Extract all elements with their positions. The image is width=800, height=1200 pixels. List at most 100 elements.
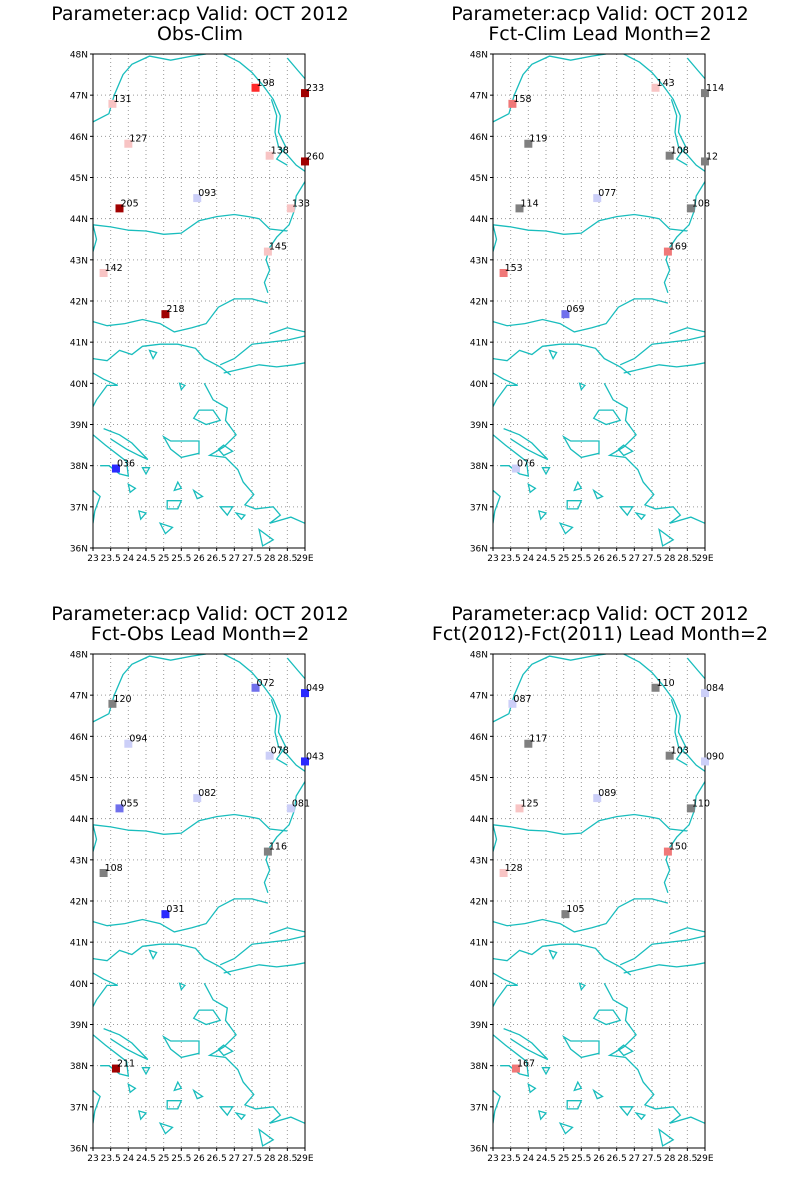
- station-marker: 108: [686, 198, 710, 213]
- lat-tick-label: 44N: [70, 215, 88, 225]
- island: [573, 480, 583, 492]
- coastline: [669, 927, 705, 935]
- island: [618, 506, 634, 517]
- coastlines: [493, 654, 705, 1147]
- station-value-label: 105: [566, 904, 584, 915]
- coastline: [93, 972, 118, 1009]
- lon-tick-label: 24.5: [536, 554, 556, 564]
- lat-tick-label: 48N: [70, 651, 88, 661]
- station-marker: 110: [651, 678, 675, 692]
- station-marker: 108: [665, 146, 689, 160]
- coastline: [623, 654, 688, 766]
- lon-tick-label: 24.5: [136, 1154, 156, 1164]
- island: [548, 349, 558, 361]
- island: [617, 1044, 634, 1057]
- coastline: [93, 224, 98, 252]
- coastline: [493, 943, 632, 976]
- island: [548, 949, 558, 961]
- coastline: [223, 654, 288, 766]
- station-square: [663, 247, 672, 256]
- island: [541, 467, 551, 476]
- lat-tick-label: 47N: [470, 692, 488, 702]
- station-value-label: 110: [692, 798, 710, 809]
- lat-tick-label: 43N: [470, 856, 488, 866]
- coastline: [663, 781, 705, 894]
- island: [141, 1067, 151, 1076]
- lat-tick-label: 43N: [70, 856, 88, 866]
- lat-tick-label: 42N: [470, 298, 488, 308]
- island: [148, 349, 158, 361]
- island: [541, 1067, 551, 1076]
- station-value-label: 211: [117, 1059, 135, 1070]
- station-square: [111, 1064, 120, 1073]
- coastline: [269, 327, 305, 335]
- station-marker: 128: [499, 863, 523, 878]
- panel-title-line2: Fct-Obs Lead Month=2: [90, 623, 310, 645]
- station-marker: 049: [301, 683, 324, 698]
- station-marker: 145: [263, 242, 287, 256]
- coastline: [493, 343, 632, 376]
- lat-tick-label: 39N: [470, 421, 488, 431]
- station-marker: 117: [524, 734, 547, 748]
- lon-tick-label: 24.5: [536, 1154, 556, 1164]
- station-value-label: 12: [706, 151, 718, 162]
- coastline: [603, 382, 705, 524]
- panel-title-line1: Parameter:acp Valid: OCT 2012: [451, 3, 749, 25]
- island: [234, 1111, 247, 1121]
- station-marker: 082: [193, 788, 216, 803]
- coastline: [493, 898, 669, 933]
- station-square: [701, 157, 709, 166]
- station-value-label: 131: [113, 94, 131, 105]
- station-square: [193, 794, 202, 803]
- island: [618, 1106, 634, 1117]
- station-value-label: 094: [129, 734, 147, 745]
- station-value-label: 077: [598, 188, 616, 199]
- lat-tick-label: 46N: [70, 133, 88, 143]
- island: [173, 480, 183, 492]
- lon-tick-label: 23: [487, 1154, 498, 1164]
- station-square: [593, 794, 602, 803]
- station-value-label: 089: [598, 788, 616, 799]
- station-marker: 167: [511, 1059, 535, 1073]
- station-map: 48N47N46N45N44N43N42N41N40N39N38N37N36N2…: [470, 651, 724, 1165]
- station-value-label: 108: [671, 146, 689, 157]
- island: [634, 511, 647, 521]
- station-marker: 169: [663, 242, 687, 256]
- station-marker: 090: [701, 751, 724, 766]
- lat-tick-label: 39N: [70, 1021, 88, 1031]
- island: [258, 527, 275, 547]
- lat-tick-label: 36N: [470, 1145, 488, 1155]
- lon-tick-label: 27.5: [642, 1154, 662, 1164]
- station-value-label: 125: [521, 798, 539, 809]
- station-marker: 158: [508, 94, 532, 108]
- station-square: [701, 89, 709, 98]
- station-marker: 110: [686, 798, 710, 813]
- coastline: [493, 813, 688, 835]
- station-square: [111, 464, 120, 473]
- lon-tick-label: 28: [664, 1154, 676, 1164]
- lat-tick-label: 46N: [70, 733, 88, 743]
- lat-tick-label: 38N: [470, 462, 488, 472]
- station-value-label: 142: [105, 263, 123, 274]
- lon-tick-label: 27: [629, 554, 640, 564]
- coastline: [493, 1089, 501, 1124]
- station-marker: 211: [111, 1059, 135, 1073]
- lat-tick-label: 39N: [70, 421, 88, 431]
- lat-tick-label: 45N: [470, 774, 488, 784]
- station-square: [263, 247, 272, 256]
- station-square: [99, 269, 108, 278]
- station-value-label: 205: [121, 198, 139, 209]
- station-marker: 089: [593, 788, 616, 803]
- station-value-label: 218: [166, 304, 184, 315]
- coastline: [286, 57, 305, 80]
- island: [592, 409, 622, 426]
- island: [558, 1122, 574, 1135]
- island: [592, 488, 604, 500]
- station-map: 48N47N46N45N44N43N42N41N40N39N38N37N36N2…: [70, 51, 324, 565]
- lon-tick-label: 28.5: [277, 554, 297, 564]
- station-value-label: 198: [257, 78, 275, 89]
- lat-tick-label: 48N: [70, 51, 88, 61]
- lat-tick-label: 41N: [70, 339, 88, 349]
- station-marker: 087: [508, 694, 532, 708]
- station-marker: 143: [651, 78, 675, 92]
